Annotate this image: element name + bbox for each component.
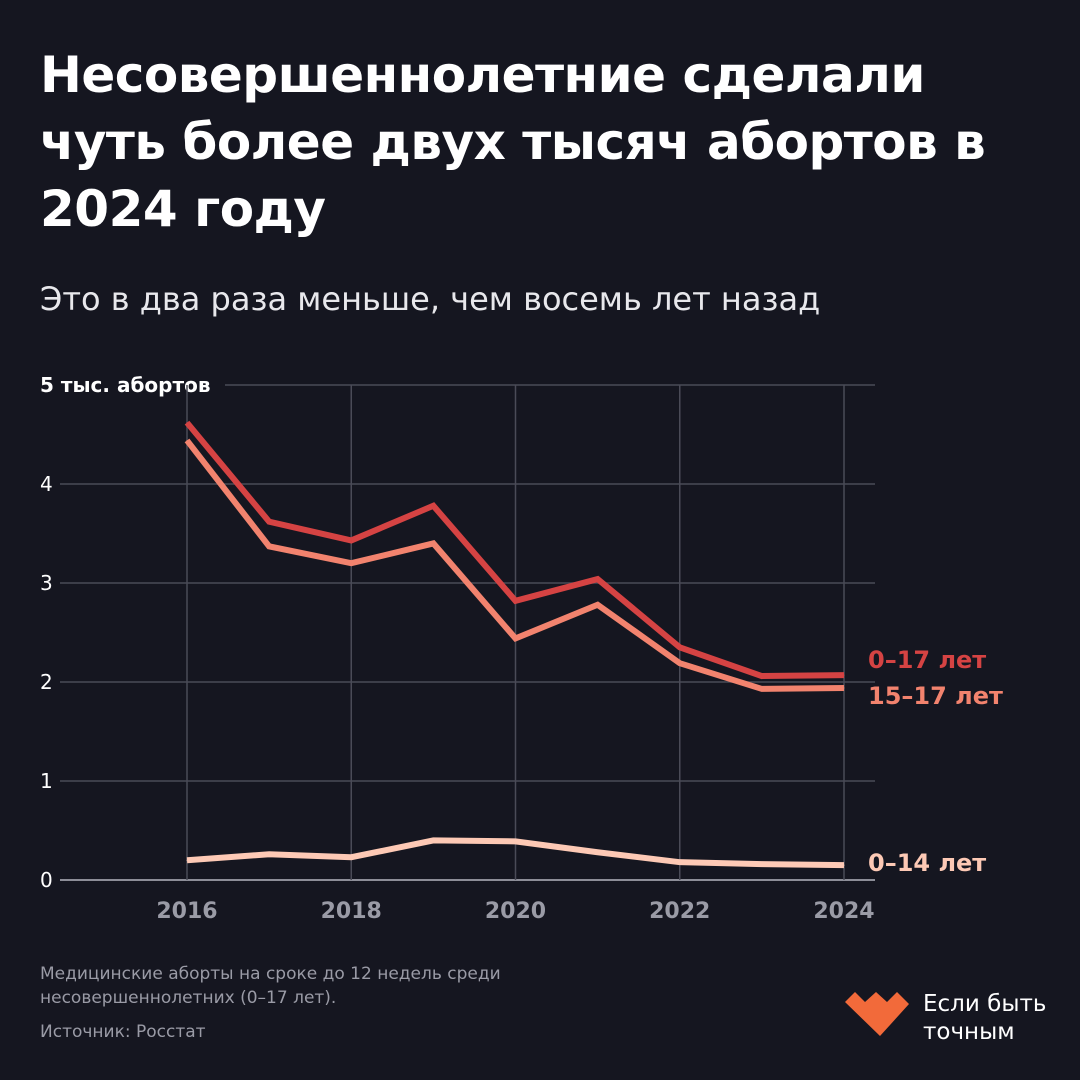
page-title: Несовершеннолетние сделали чуть более дв… [40,46,986,238]
series-label: 0–17 лет [868,646,986,674]
data-point [843,687,845,689]
data-point [268,521,270,523]
data-point [597,851,599,853]
x-tick-label: 2022 [649,899,710,924]
data-point [679,861,681,863]
data-point [186,859,188,861]
data-point [679,662,681,664]
data-point [432,505,434,507]
data-point [843,674,845,676]
data-point [350,562,352,564]
logo-text: Если быть точным [923,991,1047,1045]
y-tick-label: 3 [40,571,53,595]
series-label: 0–14 лет [868,849,986,877]
data-point [186,439,188,441]
footnote: Медицинские аборты на сроке до 12 недель… [40,964,501,1008]
y-tick-label: 0 [40,868,53,892]
data-point [268,545,270,547]
data-point [843,864,845,866]
data-point [515,600,516,602]
data-point [515,637,516,639]
data-point [432,839,434,841]
logo-heart-icon [845,992,909,1036]
data-point [350,856,352,858]
source: Источник: Росстат [40,1022,206,1042]
x-tick-label: 2024 [813,899,874,924]
x-tick-label: 2018 [321,899,382,924]
data-point [432,542,434,544]
data-point [186,422,188,424]
x-tick-label: 2016 [156,899,217,924]
y-tick-label: 1 [40,769,53,793]
data-point [597,604,599,606]
x-tick-label: 2020 [485,899,546,924]
y-tick-label: 5 тыс. абортов [40,373,210,397]
series-label: 15–17 лет [868,682,1003,710]
data-point [679,646,681,648]
data-point [515,840,516,842]
data-point [268,853,270,855]
data-point [761,688,763,690]
y-tick-label: 4 [40,472,53,496]
data-point [761,675,763,677]
data-point [350,539,352,541]
data-point [761,863,763,865]
data-point [597,578,599,580]
subtitle: Это в два раза меньше, чем восемь лет на… [40,280,821,318]
y-tick-label: 2 [40,670,53,694]
